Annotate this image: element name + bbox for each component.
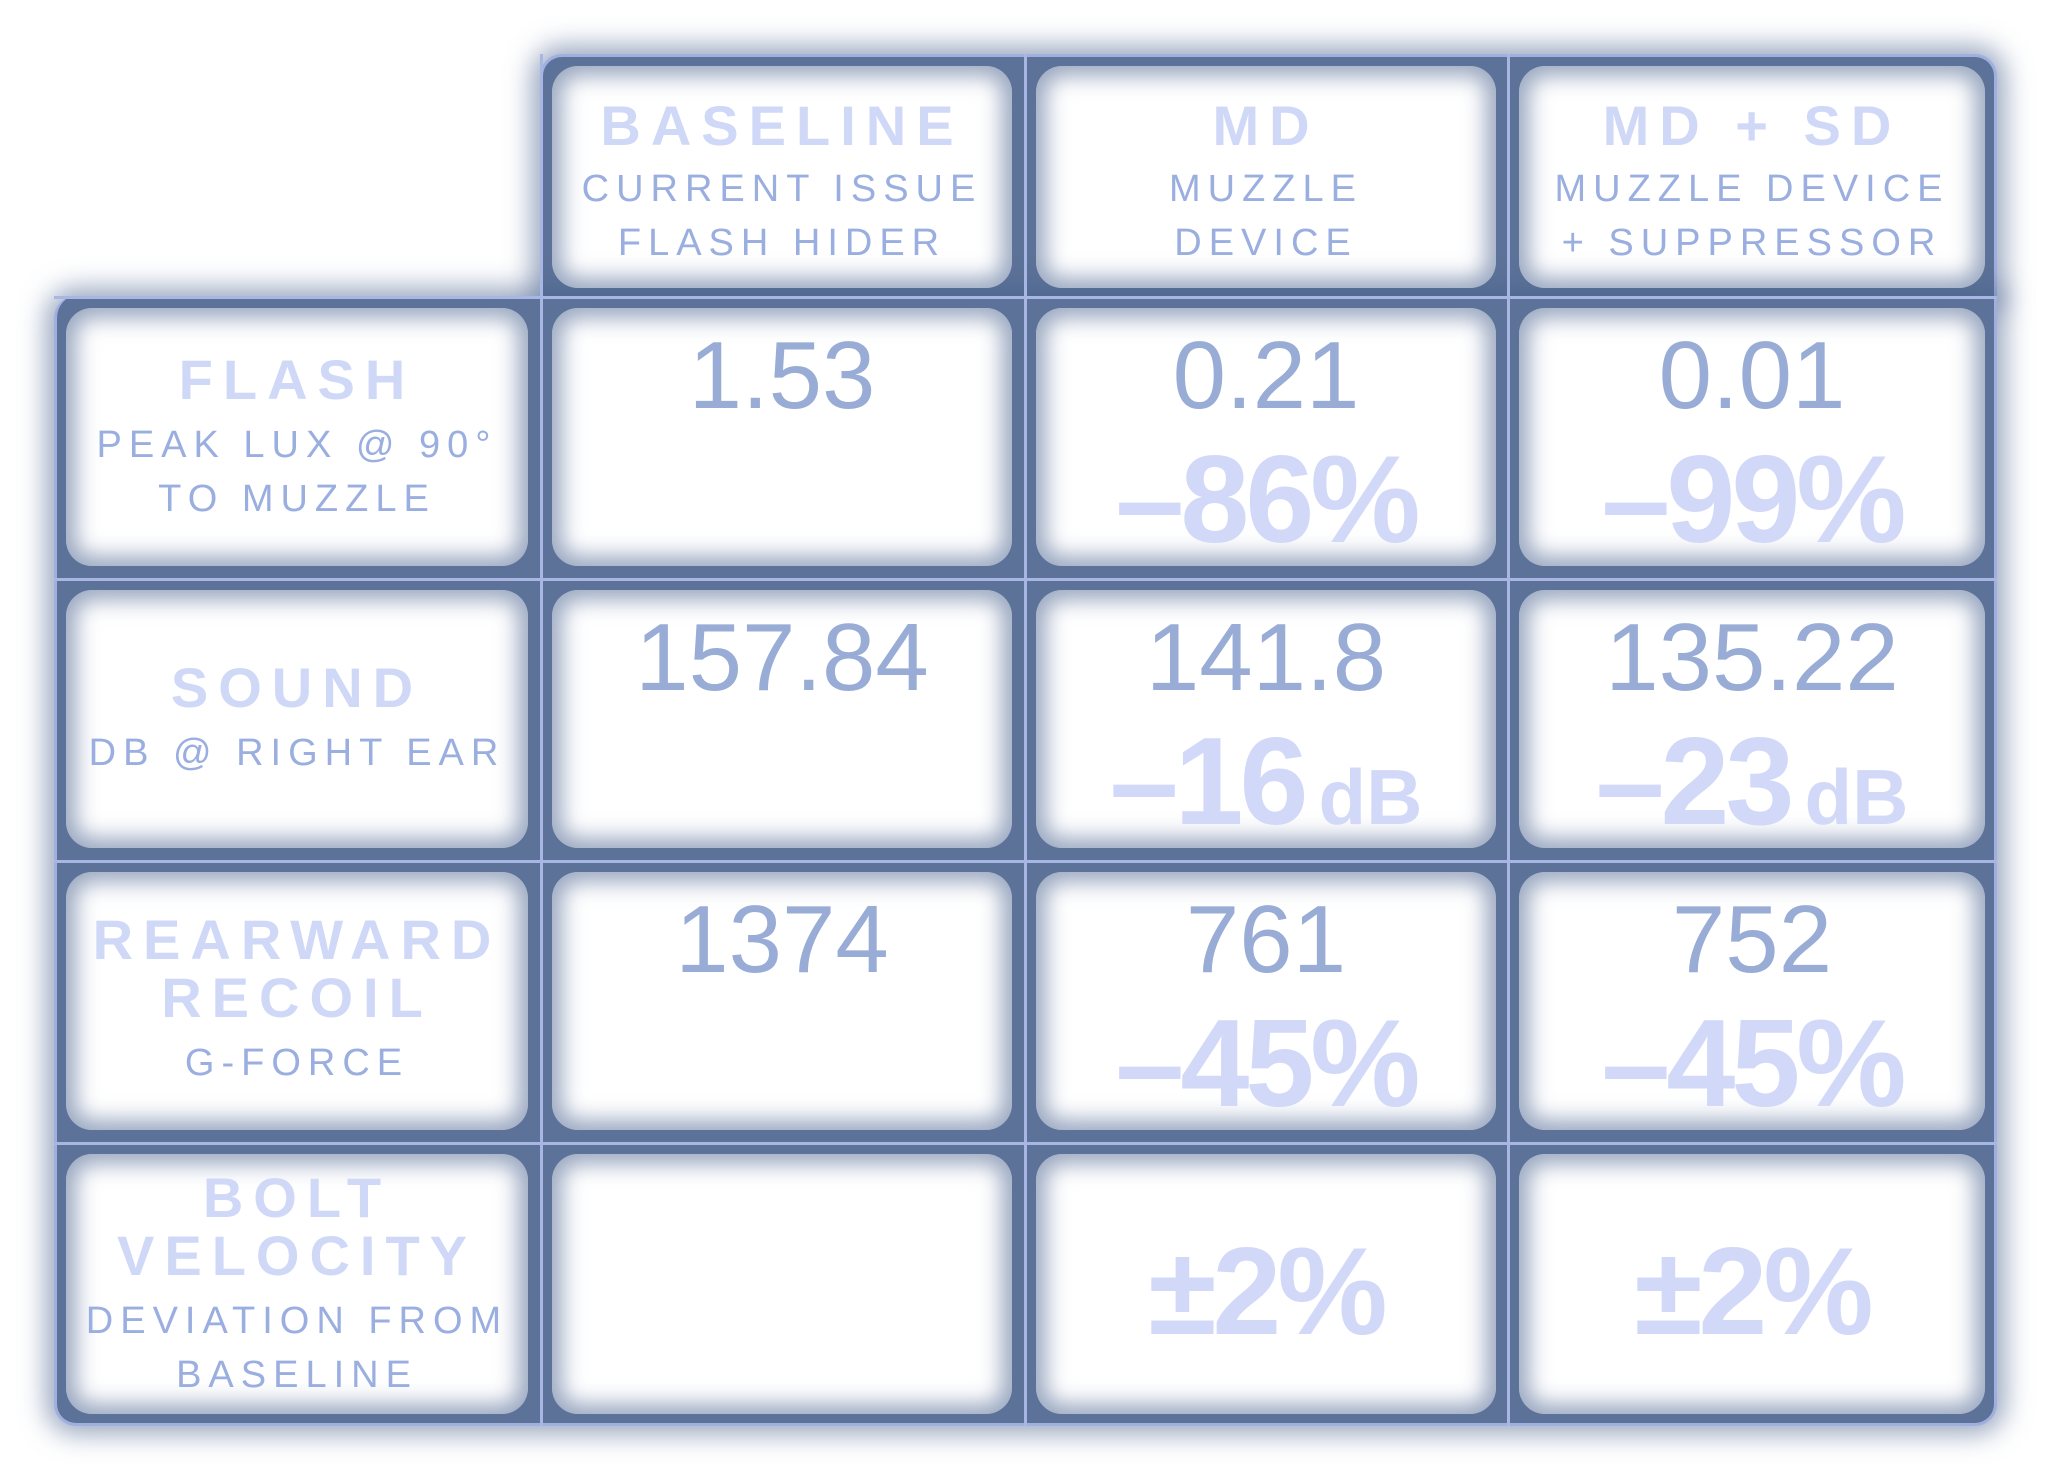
grid-line [1024,54,1027,1426]
row-subtitle: DEVIATION FROM [85,1300,509,1342]
row-header-recoil: REARWARD RECOIL G-FORCE [66,872,528,1130]
table-cell-empty [552,1154,1012,1414]
column-title: MD [1212,94,1320,157]
change-value: ±2% [1519,1230,1985,1354]
column-header-md: MD MUZZLE DEVICE [1036,66,1496,288]
change-value: –16 dB [1036,720,1496,844]
table-cell: 0.21 –86% [1036,308,1496,566]
row-title: VELOCITY [116,1224,478,1287]
grid-line [540,54,543,1426]
row-header-flash: FLASH PEAK LUX @ 90° TO MUZZLE [66,308,528,566]
measured-value: 135.22 [1605,604,1899,711]
change-value: –99% [1519,438,1985,562]
column-subtitle: CURRENT ISSUE [581,168,983,210]
table-cell: 1374 [552,872,1012,1130]
change-value: –23 dB [1519,720,1985,844]
table-cell: 752 –45% [1519,872,1985,1130]
change-value: –45% [1036,1002,1496,1126]
change-number: –45% [1601,995,1906,1130]
row-title: REARWARD [92,908,502,971]
change-value: –86% [1036,438,1496,562]
column-subtitle: DEVICE [1174,222,1358,264]
column-header-md-sd: MD + SD MUZZLE DEVICE + SUPPRESSOR [1519,66,1985,288]
table-cell: 761 –45% [1036,872,1496,1130]
row-title: RECOIL [161,966,433,1029]
measured-value: 141.8 [1145,604,1387,711]
measured-value: 0.21 [1172,322,1360,429]
grid-line [54,578,1997,581]
column-title: BASELINE [600,94,964,157]
row-subtitle: G-FORCE [184,1042,410,1084]
measured-value: 761 [1185,886,1347,993]
measured-value: 752 [1671,886,1833,993]
grid-line [54,860,1997,863]
baseline-value: 157.84 [635,604,929,711]
baseline-value: 1.53 [688,322,876,429]
column-subtitle: FLASH HIDER [617,222,947,264]
row-subtitle: DB @ RIGHT EAR [88,732,506,774]
change-value: –45% [1519,1002,1985,1126]
row-subtitle: PEAK LUX @ 90° [96,424,498,466]
grid-line [54,296,1997,299]
column-title: MD + SD [1602,94,1902,157]
change-unit: dB [1318,753,1423,841]
baseline-value: 1374 [675,886,889,993]
row-title: FLASH [178,348,416,411]
change-number: –16 [1109,713,1309,848]
change-unit: dB [1804,753,1909,841]
column-subtitle: MUZZLE [1169,168,1363,210]
row-subtitle: BASELINE [176,1354,418,1396]
change-number: –45% [1115,995,1420,1130]
table-cell: 141.8 –16 dB [1036,590,1496,848]
change-number: ±2% [1634,1223,1873,1361]
grid-line [1507,54,1510,1426]
column-header-baseline: BASELINE CURRENT ISSUE FLASH HIDER [552,66,1012,288]
column-subtitle: MUZZLE DEVICE [1554,168,1950,210]
table-cell: 1.53 [552,308,1012,566]
row-header-sound: SOUND DB @ RIGHT EAR [66,590,528,848]
change-number: –86% [1115,431,1420,566]
row-header-bolt-velocity: BOLT VELOCITY DEVIATION FROM BASELINE [66,1154,528,1414]
change-number: ±2% [1148,1223,1387,1361]
change-number: –23 [1595,713,1795,848]
table-cell: ±2% [1036,1154,1496,1414]
table-cell: 0.01 –99% [1519,308,1985,566]
table-cell: 135.22 –23 dB [1519,590,1985,848]
grid-line [54,1142,1997,1145]
row-title: BOLT [202,1166,392,1229]
change-number: –99% [1601,431,1906,566]
table-cell: ±2% [1519,1154,1985,1414]
column-subtitle: + SUPPRESSOR [1561,222,1943,264]
table-cell: 157.84 [552,590,1012,848]
change-value: ±2% [1036,1230,1496,1354]
measured-value: 0.01 [1658,322,1846,429]
row-title: SOUND [170,656,424,719]
row-subtitle: TO MUZZLE [158,478,436,520]
